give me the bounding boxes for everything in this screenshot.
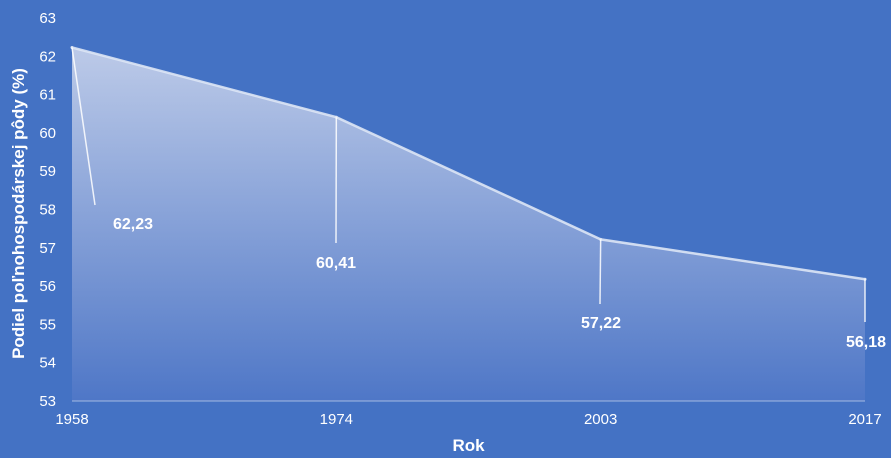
y-tick-label-59: 59 — [39, 163, 56, 180]
y-tick-label-63: 63 — [39, 10, 56, 27]
data-label-2017: 56,18 — [846, 334, 886, 351]
y-tick-label-54: 54 — [39, 355, 56, 372]
y-tick-label-56: 56 — [39, 278, 56, 295]
y-tick-label-53: 53 — [39, 393, 56, 410]
y-tick-label-61: 61 — [39, 87, 56, 104]
y-tick-label-62: 62 — [39, 48, 56, 65]
x-tick-label-1958: 1958 — [55, 411, 88, 428]
x-tick-label-2017: 2017 — [848, 411, 881, 428]
data-label-1958: 62,23 — [113, 216, 153, 233]
leader-lines — [71, 47, 866, 322]
x-tick-label-2003: 2003 — [584, 411, 617, 428]
data-labels: 62,23 60,41 57,22 56,18 — [113, 216, 886, 351]
y-tick-labels: 53 54 55 56 57 58 59 60 61 62 63 — [39, 10, 56, 410]
x-tick-labels: 1958 1974 2003 2017 — [55, 411, 881, 428]
data-label-2003: 57,22 — [581, 315, 621, 332]
data-label-1974: 60,41 — [316, 255, 356, 272]
y-tick-label-57: 57 — [39, 240, 56, 257]
leader-line-2003 — [599, 239, 602, 305]
y-axis-title: Podiel poľnohospodárskej pôdy (%) — [9, 68, 28, 359]
area-series-line — [71, 46, 866, 281]
y-tick-label-55: 55 — [39, 316, 56, 333]
x-tick-label-1974: 1974 — [320, 411, 353, 428]
y-tick-label-58: 58 — [39, 202, 56, 219]
area-fill — [72, 47, 865, 402]
area-layer — [70, 45, 867, 402]
x-axis-title: Rok — [452, 436, 485, 455]
leader-line-1958 — [71, 47, 96, 206]
y-tick-label-60: 60 — [39, 125, 56, 142]
